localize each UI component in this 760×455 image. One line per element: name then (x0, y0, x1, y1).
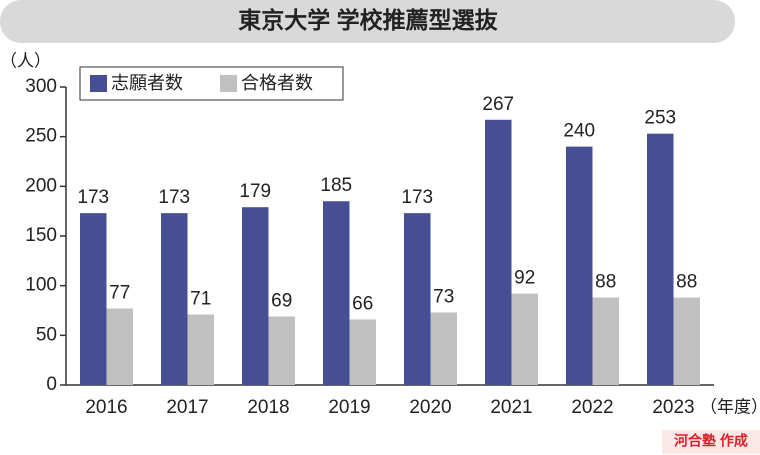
value-label: 92 (514, 268, 535, 289)
x-tick-label: 2020 (409, 397, 451, 418)
bar (242, 207, 269, 385)
y-tick-label: 100 (25, 275, 57, 296)
legend-swatch (90, 75, 107, 92)
y-tick-label: 250 (25, 126, 57, 147)
y-unit: （人） (0, 51, 51, 70)
value-label: 253 (644, 108, 676, 129)
x-tick-label: 2022 (571, 397, 613, 418)
source: 河合塾 作成 (674, 433, 748, 449)
value-label: 267 (482, 94, 514, 115)
bar (80, 213, 107, 385)
bar (106, 308, 133, 385)
bar (349, 319, 376, 385)
bar (647, 133, 674, 385)
x-tick-label: 2021 (490, 397, 532, 418)
value-label: 185 (320, 175, 352, 196)
bar (187, 314, 214, 385)
y-tick-label: 150 (25, 225, 57, 246)
chart-title: 東京大学 学校推薦型選抜 (238, 7, 498, 33)
value-label: 73 (433, 287, 454, 308)
x-tick-label: 2023 (652, 397, 694, 418)
bar (592, 297, 619, 385)
value-label: 71 (190, 288, 211, 309)
x-tick-label: 2017 (166, 397, 208, 418)
bar (430, 312, 457, 385)
bar (566, 146, 593, 385)
bar (511, 293, 538, 385)
title-banner (0, 0, 735, 43)
x-tick-label: 2019 (328, 397, 370, 418)
bar (323, 201, 350, 385)
value-label: 173 (158, 187, 190, 208)
bar (673, 297, 700, 385)
value-label: 179 (239, 181, 271, 202)
y-tick-label: 200 (25, 175, 57, 196)
bar (404, 213, 431, 385)
bar (161, 213, 188, 385)
value-label: 88 (676, 272, 697, 293)
value-label: 173 (401, 187, 433, 208)
value-label: 66 (352, 293, 373, 314)
y-tick-label: 0 (46, 374, 57, 395)
y-tick-label: 50 (36, 324, 57, 345)
y-tick-label: 300 (25, 76, 57, 97)
value-label: 77 (109, 283, 130, 304)
legend-box (79, 66, 344, 101)
x-tick-label: 2016 (85, 397, 127, 418)
x-tick-label: 2018 (247, 397, 289, 418)
source-badge (662, 430, 760, 454)
value-label: 88 (595, 272, 616, 293)
x-unit: （年度） (700, 397, 760, 416)
legend-label: 合格者数 (241, 73, 313, 93)
legend-swatch (220, 75, 237, 92)
bar (268, 316, 295, 385)
value-label: 173 (77, 187, 109, 208)
legend-label: 志願者数 (111, 73, 183, 93)
bar (485, 119, 512, 385)
value-label: 69 (271, 290, 292, 311)
value-label: 240 (563, 121, 595, 142)
